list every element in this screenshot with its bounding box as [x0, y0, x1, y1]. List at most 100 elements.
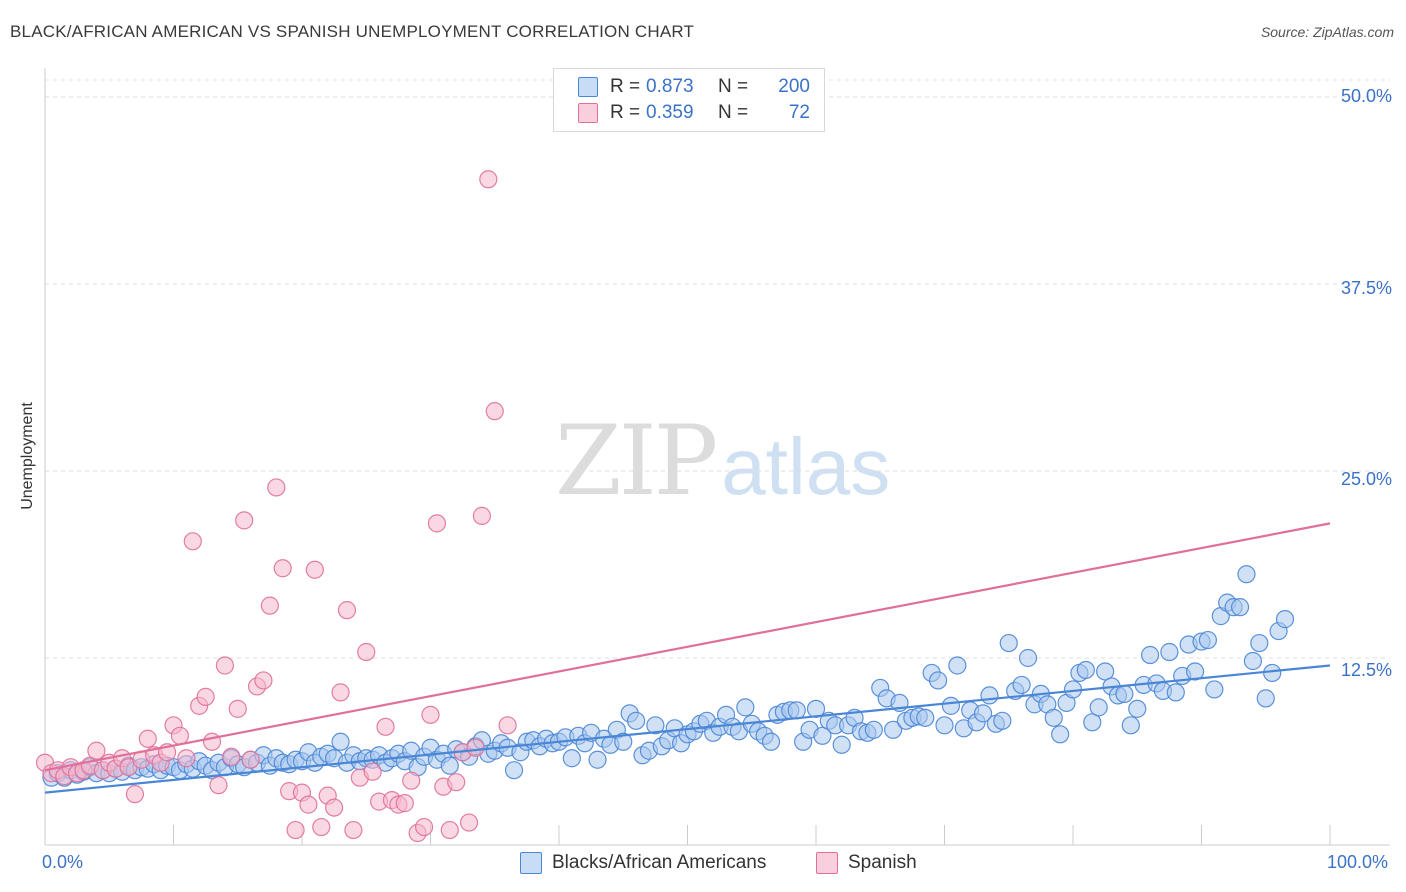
y-tick-label: 50.0% [1340, 86, 1392, 106]
scatter-point [395, 794, 414, 813]
axes [44, 68, 1390, 846]
scatter-point [761, 732, 781, 751]
n-label: N = [718, 102, 749, 123]
scatter-point [170, 726, 190, 745]
r-value: 0.873 [646, 76, 694, 97]
scatter-point [1205, 680, 1224, 699]
scatter-point [787, 701, 806, 720]
x-tick-label: 0.0% [42, 852, 84, 872]
scatter-point [1140, 645, 1160, 665]
scatter-point [883, 720, 903, 739]
series-spanish [35, 170, 517, 843]
scatter-point [414, 817, 434, 837]
scatter-point [941, 696, 961, 715]
scatter-point [1089, 698, 1108, 717]
scatter-point [1012, 675, 1031, 695]
legend-item-spanish[interactable]: Spanish [816, 852, 917, 874]
scatter-point [1076, 660, 1095, 680]
blue-swatch-icon [578, 77, 598, 97]
scatter-point [832, 735, 851, 754]
scatter-point [254, 671, 273, 690]
scatter-point [125, 785, 145, 804]
pink-swatch-icon [816, 852, 838, 874]
scatter-point [440, 820, 459, 840]
source-credit: Source: ZipAtlas.com [1260, 24, 1394, 40]
scatter-point [1198, 630, 1218, 650]
scatter-point [427, 514, 447, 533]
scatter-point [87, 741, 106, 760]
scatter-point [1096, 662, 1115, 681]
scatter-point [228, 699, 247, 718]
scatter-point [993, 711, 1012, 730]
scatter-point [1051, 725, 1070, 744]
scatter-point [363, 762, 382, 781]
n-value: 200 [778, 76, 810, 97]
scatter-point [736, 698, 755, 717]
pink-swatch-icon [578, 103, 598, 123]
stats-row-spanish: R = 0.359 N = 72 [578, 100, 810, 126]
scatter-point [305, 560, 324, 579]
legend-label: Spanish [848, 852, 917, 873]
scatter-point [1121, 716, 1140, 735]
scatter-point [588, 750, 607, 769]
scatter-point [1243, 651, 1263, 671]
scatter-point [498, 716, 517, 735]
scatter-point [440, 756, 459, 775]
scatter-point [402, 771, 421, 790]
y-tick-label: 37.5% [1340, 278, 1392, 298]
scatter-point [177, 749, 196, 768]
scatter-point [183, 532, 202, 551]
scatter-point [1166, 683, 1185, 702]
watermark-zip: ZIP [555, 405, 718, 517]
scatter-point [999, 633, 1018, 653]
scatter-point [1275, 610, 1295, 629]
scatter-point [331, 732, 350, 751]
scatter-point [1128, 699, 1147, 718]
r-value: 0.359 [646, 102, 694, 123]
scatter-point [447, 773, 466, 792]
scatter-point [1185, 662, 1205, 681]
scatter-point [916, 708, 935, 727]
scatter-point [325, 798, 344, 817]
watermark: ZIPatlas [555, 405, 890, 517]
scatter-point [1018, 648, 1038, 668]
scatter-point [357, 642, 376, 662]
scatter-point [948, 656, 967, 675]
y-tick-label: 25.0% [1340, 469, 1392, 489]
scatter-point [344, 820, 363, 840]
r-label: R = [610, 102, 641, 123]
n-value: 72 [788, 102, 810, 123]
scatter-point [331, 683, 350, 702]
scatter-point [312, 817, 331, 837]
chart-title: BLACK/AFRICAN AMERICAN VS SPANISH UNEMPL… [10, 22, 695, 41]
scatter-point [928, 671, 948, 690]
scatter-point [273, 559, 292, 578]
scatter-point [215, 656, 234, 675]
scatter-point [267, 478, 286, 497]
scatter-point [980, 686, 999, 705]
legend-item-blacks[interactable]: Blacks/African Americans [520, 852, 766, 874]
scatter-point [1115, 684, 1134, 704]
blue-swatch-icon [520, 852, 542, 874]
r-label: R = [610, 76, 641, 97]
scatter-point [1160, 642, 1179, 662]
scatter-point [235, 511, 254, 530]
scatter-point [472, 506, 491, 525]
scatter-point [1237, 565, 1256, 584]
x-tick-label: 100.0% [1327, 852, 1389, 872]
scatter-point [504, 761, 524, 780]
scatter-point [260, 596, 279, 615]
stats-row-blacks: R = 0.873 N = 200 [578, 74, 810, 100]
scatter-point [1083, 713, 1102, 732]
scatter-point [222, 747, 241, 766]
stats-box: R = 0.873 N = 200 R = 0.359 N = 72 [553, 68, 825, 132]
scatter-point [337, 601, 357, 620]
y-tick-label: 12.5% [1340, 660, 1392, 680]
legend: Blacks/African Americans Spanish [0, 852, 1406, 878]
trend-lines [44, 522, 1331, 794]
scatter-point [209, 776, 228, 795]
scatter-point [241, 750, 260, 769]
scatter-point [286, 820, 305, 840]
scatter-point [1044, 708, 1063, 727]
